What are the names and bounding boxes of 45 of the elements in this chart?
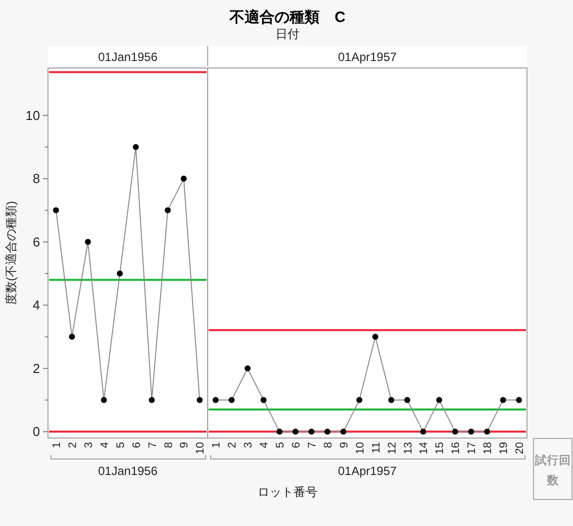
x-tick-label: 12 [386, 442, 398, 454]
x-axis-title: 01Jan1956 [98, 50, 158, 64]
x-tick-label: 17 [466, 442, 478, 454]
x-tick-label: 8 [162, 442, 175, 448]
x2-axis-title: 01Apr1957 [338, 464, 398, 478]
x-tick-label: 9 [178, 442, 191, 448]
y-tick-label: 10 [26, 108, 40, 123]
x-tick-label: 5 [114, 442, 127, 448]
x-tick-label: 15 [434, 442, 446, 454]
x2-axis-title: 01Jan1956 [98, 464, 158, 478]
x-tick-label: 1 [210, 442, 223, 448]
x-tick-label: 6 [290, 442, 302, 448]
y-tick-label: 4 [32, 298, 40, 313]
text: ロット番号 [258, 485, 318, 499]
y-tick-label: 2 [32, 360, 40, 376]
x-tick-label: 19 [498, 442, 510, 454]
x-tick-label: 9 [338, 442, 350, 448]
x-tick-label: 14 [418, 442, 430, 454]
y-tick-label: 0 [32, 424, 40, 440]
x-tick-label: 13 [402, 442, 414, 454]
chart-subtitle: 日付 [276, 27, 300, 41]
y-axis-title: 度数(不適合の種類) [4, 201, 18, 305]
x-tick-label: 3 [242, 442, 255, 448]
y-tick-label: 6 [32, 234, 40, 250]
x-tick-label: 7 [306, 442, 318, 448]
x-tick-label: 4 [258, 442, 271, 448]
x-axis-title: 01Apr1957 [338, 50, 398, 64]
x-tick-label: 16 [450, 442, 462, 454]
x-tick-label: 7 [146, 442, 159, 448]
x-tick-label: 1 [50, 442, 63, 448]
x-tick-label: 5 [274, 442, 287, 448]
x-tick-label: 8 [322, 442, 334, 448]
text: 試行回数 [534, 453, 571, 487]
x-tick-label: 10 [354, 442, 366, 454]
chart-title: 不適合の種類 C [228, 8, 346, 26]
x-tick-label: 6 [130, 442, 143, 448]
x-tick-label: 4 [98, 442, 111, 448]
x-tick-label: 18 [482, 442, 494, 454]
x-tick-label: 2 [66, 442, 79, 448]
x-tick-label: 2 [226, 442, 239, 448]
x-tick-label: 3 [82, 442, 95, 448]
x-tick-label: 10 [194, 442, 207, 454]
x-tick-label: 11 [370, 442, 382, 454]
x-tick-label: 20 [514, 442, 526, 454]
y-tick-label: 8 [32, 171, 40, 186]
